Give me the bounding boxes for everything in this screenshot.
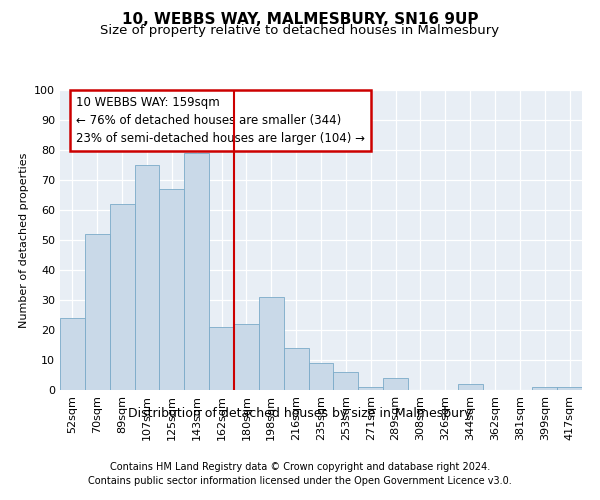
Text: 10 WEBBS WAY: 159sqm
← 76% of detached houses are smaller (344)
23% of semi-deta: 10 WEBBS WAY: 159sqm ← 76% of detached h… [76, 96, 365, 145]
Bar [134, 165, 160, 390]
Text: Size of property relative to detached houses in Malmesbury: Size of property relative to detached ho… [100, 24, 500, 37]
Bar [184, 153, 209, 390]
Bar [85, 234, 110, 390]
Bar [458, 384, 482, 390]
Bar [334, 372, 358, 390]
Bar [532, 387, 557, 390]
Bar [160, 189, 184, 390]
Bar [284, 348, 308, 390]
Y-axis label: Number of detached properties: Number of detached properties [19, 152, 29, 328]
Bar [308, 363, 334, 390]
Bar [234, 324, 259, 390]
Bar [383, 378, 408, 390]
Bar [358, 387, 383, 390]
Bar [209, 327, 234, 390]
Text: Distribution of detached houses by size in Malmesbury: Distribution of detached houses by size … [128, 408, 472, 420]
Text: Contains public sector information licensed under the Open Government Licence v3: Contains public sector information licen… [88, 476, 512, 486]
Bar [60, 318, 85, 390]
Bar [259, 297, 284, 390]
Bar [110, 204, 134, 390]
Text: 10, WEBBS WAY, MALMESBURY, SN16 9UP: 10, WEBBS WAY, MALMESBURY, SN16 9UP [122, 12, 478, 28]
Bar [557, 387, 582, 390]
Text: Contains HM Land Registry data © Crown copyright and database right 2024.: Contains HM Land Registry data © Crown c… [110, 462, 490, 472]
